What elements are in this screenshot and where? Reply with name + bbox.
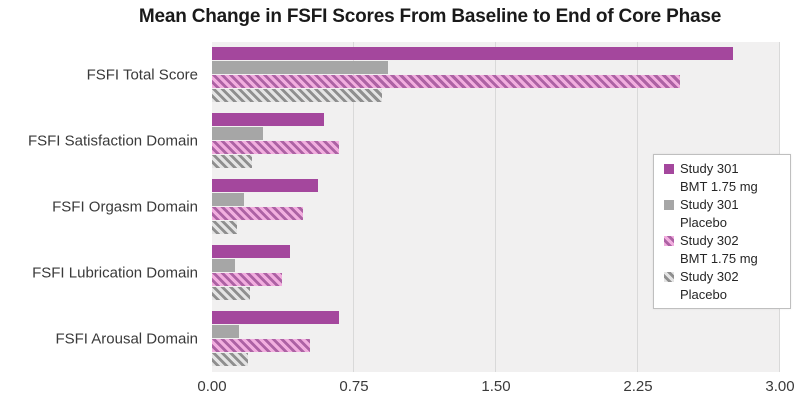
gridline-2.25 <box>637 42 638 372</box>
bar-study-301-bmt-1-75-mg-fsfi-orgasm-domain <box>212 179 319 192</box>
value-axis: 0.00 0.75 1.50 2.25 3.00 <box>197 378 794 398</box>
bar-study-302-bmt-1-75-mg-fsfi-total-score <box>212 75 680 88</box>
bar-group-fsfi-lubrication-domain <box>212 240 780 306</box>
bar-study-301-placebo-fsfi-orgasm-domain <box>212 193 245 206</box>
category-label-fsfi-lubrication-domain: FSFI Lubrication Domain <box>32 264 198 282</box>
bar-study-301-bmt-1-75-mg-fsfi-lubrication-domain <box>212 245 290 258</box>
legend-label: Study 302 BMT 1.75 mg <box>680 233 758 266</box>
bar-study-301-placebo-fsfi-arousal-domain <box>212 325 239 338</box>
legend-swatch-solid-purple-icon <box>664 164 674 174</box>
bar-study-302-placebo-fsfi-total-score <box>212 89 383 102</box>
x-tick-label-1.50: 1.50 <box>481 378 511 395</box>
bar-study-302-placebo-fsfi-arousal-domain <box>212 353 248 366</box>
chart-title: Mean Change in FSFI Scores From Baseline… <box>138 6 722 27</box>
bar-study-302-placebo-fsfi-satisfaction-domain <box>212 155 252 168</box>
bar-study-302-bmt-1-75-mg-fsfi-arousal-domain <box>212 339 311 352</box>
bar-group-fsfi-satisfaction-domain <box>212 108 780 174</box>
legend-swatch-solid-gray-icon <box>664 200 674 210</box>
legend: Study 301 BMT 1.75 mg Study 301 Placebo Stud… <box>653 154 791 309</box>
legend-entry-study-302-placebo: Study 302 Placebo <box>664 268 784 304</box>
bar-study-302-bmt-1-75-mg-fsfi-lubrication-domain <box>212 273 283 286</box>
bar-group-fsfi-total-score <box>212 42 780 108</box>
bar-group-fsfi-arousal-domain <box>212 306 780 372</box>
legend-label: Study 301 Placebo <box>680 197 739 230</box>
bar-study-301-placebo-fsfi-total-score <box>212 61 389 74</box>
gridline-1.50 <box>495 42 496 372</box>
category-label-fsfi-total-score: FSFI Total Score <box>86 66 198 84</box>
bar-study-302-placebo-fsfi-lubrication-domain <box>212 287 250 300</box>
category-label-fsfi-satisfaction-domain: FSFI Satisfaction Domain <box>27 132 198 150</box>
bar-study-302-bmt-1-75-mg-fsfi-satisfaction-domain <box>212 141 339 154</box>
bar-study-302-placebo-fsfi-orgasm-domain <box>212 221 237 234</box>
legend-label: Study 301 BMT 1.75 mg <box>680 161 758 194</box>
legend-swatch-hatched-gray-icon <box>664 272 674 282</box>
legend-entry-study-301-placebo: Study 301 Placebo <box>664 196 784 232</box>
bar-study-301-bmt-1-75-mg-fsfi-arousal-domain <box>212 311 339 324</box>
bar-study-301-bmt-1-75-mg-fsfi-satisfaction-domain <box>212 113 324 126</box>
x-tick-label-2.25: 2.25 <box>623 378 653 395</box>
bar-study-301-placebo-fsfi-lubrication-domain <box>212 259 235 272</box>
bar-group-fsfi-orgasm-domain <box>212 174 780 240</box>
bar-study-301-bmt-1-75-mg-fsfi-total-score <box>212 47 733 60</box>
category-label-fsfi-arousal-domain: FSFI Arousal Domain <box>55 330 198 348</box>
legend-entry-study-302-bmt-1-75-mg: Study 302 BMT 1.75 mg <box>664 232 784 268</box>
legend-entry-study-301-bmt-1-75-mg: Study 301 BMT 1.75 mg <box>664 160 784 196</box>
gridline-0.75 <box>353 42 354 372</box>
legend-swatch-hatched-pink-icon <box>664 236 674 246</box>
bar-study-301-placebo-fsfi-satisfaction-domain <box>212 127 264 140</box>
bar-study-302-bmt-1-75-mg-fsfi-orgasm-domain <box>212 207 303 220</box>
x-tick-label-0.75: 0.75 <box>339 378 369 395</box>
x-tick-label-3.00: 3.00 <box>765 378 795 395</box>
x-tick-label-0.00: 0.00 <box>197 378 227 395</box>
legend-label: Study 302 Placebo <box>680 269 739 302</box>
category-axis: FSFI Total Score FSFI Satisfaction Domain… <box>0 42 204 372</box>
category-label-fsfi-orgasm-domain: FSFI Orgasm Domain <box>52 198 198 216</box>
